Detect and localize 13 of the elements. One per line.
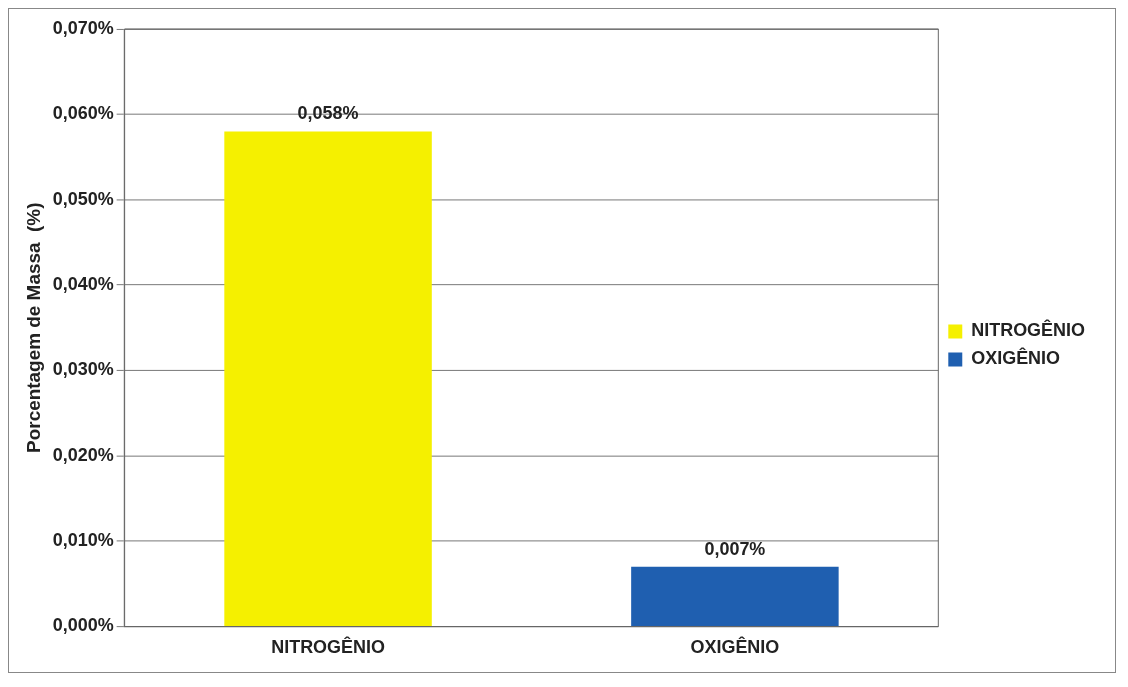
data-label: 0,007%	[704, 538, 766, 559]
legend-label: NITROGÊNIO	[971, 319, 1085, 341]
y-tick-label: 0,040%	[52, 274, 114, 294]
y-tick-label: 0,050%	[52, 188, 114, 209]
y-tick-label: 0,060%	[52, 103, 114, 124]
y-tick-label: 0,070%	[52, 17, 114, 38]
y-tick-label: 0,010%	[52, 530, 114, 551]
y-tick-label: 0,020%	[52, 444, 114, 465]
y-axis-title: Porcentagem de Massa (%)	[22, 202, 44, 453]
y-tick-label: 0,000%	[52, 615, 114, 636]
y-tick-label: 0,030%	[52, 359, 114, 380]
legend-label: OXIGÊNIO	[971, 347, 1061, 369]
data-label: 0,058%	[297, 103, 359, 124]
